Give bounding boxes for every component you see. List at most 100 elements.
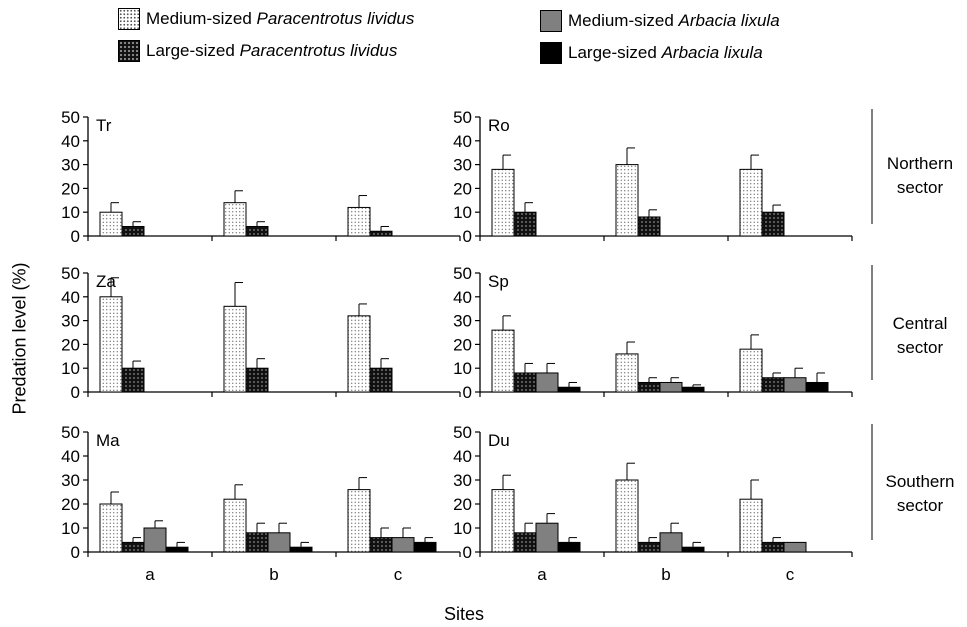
- legend-prefix: Medium-sized: [568, 11, 674, 30]
- bar-medium-paracentrotus: [99, 296, 123, 393]
- y-tick-label: 50: [453, 264, 472, 283]
- bar-medium-arbacia: [535, 372, 559, 393]
- y-tick-label: 10: [453, 359, 472, 378]
- panel-label: Sp: [488, 272, 509, 291]
- bar-large-arbacia: [805, 381, 829, 393]
- x-tick-label: b: [661, 565, 670, 584]
- panel-label: Ro: [488, 116, 510, 135]
- bar-large-paracentrotus: [513, 532, 537, 553]
- bar-large-paracentrotus: [761, 541, 785, 553]
- bar-large-paracentrotus: [637, 216, 661, 237]
- sector-label-northern: Northern sector: [872, 152, 967, 200]
- y-tick-label: 0: [463, 543, 472, 562]
- bar-large-paracentrotus: [369, 367, 393, 393]
- y-tick-label: 10: [453, 519, 472, 538]
- legend-swatch-large-arbacia: [540, 42, 562, 64]
- bar-medium-paracentrotus: [347, 206, 371, 237]
- y-tick-label: 30: [61, 156, 80, 175]
- x-tick-label: a: [537, 565, 547, 584]
- bar-medium-paracentrotus: [491, 489, 515, 553]
- bar-large-arbacia: [165, 546, 189, 553]
- legend-prefix: Large-sized: [568, 43, 657, 62]
- y-tick-label: 30: [453, 156, 472, 175]
- legend-species: Paracentrotus lividus: [256, 9, 415, 28]
- y-tick-label: 10: [61, 519, 80, 538]
- bar-medium-paracentrotus: [615, 479, 639, 553]
- bar-medium-arbacia: [267, 532, 291, 553]
- y-tick-label: 20: [453, 179, 472, 198]
- bar-large-paracentrotus: [513, 372, 537, 393]
- bar-large-paracentrotus: [245, 225, 269, 237]
- bar-large-paracentrotus: [761, 377, 785, 393]
- bar-large-paracentrotus: [513, 211, 537, 237]
- panel-label: Ma: [96, 431, 120, 450]
- y-tick-label: 10: [453, 203, 472, 222]
- x-tick-label: c: [394, 565, 403, 584]
- y-tick-label: 0: [71, 543, 80, 562]
- plot-layer: 0 10 20 30 40 50 Tr 0 10 20 30 40 50 Ro 0 10 20 30 40 50 Za 0…: [61, 108, 873, 584]
- sector-label-line: sector: [896, 338, 944, 357]
- bar-large-arbacia: [289, 546, 313, 553]
- y-tick-label: 40: [453, 447, 472, 466]
- y-tick-label: 0: [71, 383, 80, 402]
- bar-medium-arbacia: [783, 541, 807, 553]
- bar-medium-paracentrotus: [491, 168, 515, 237]
- bar-medium-paracentrotus: [491, 329, 515, 393]
- y-tick-label: 50: [453, 108, 472, 127]
- legend-swatch-medium-paracentrotus: [118, 8, 140, 30]
- y-tick-label: 20: [61, 335, 80, 354]
- legend-item-large-paracentrotus: Large-sized Paracentrotus lividus: [118, 40, 397, 62]
- bar-medium-arbacia: [659, 381, 683, 393]
- sector-label-line: sector: [896, 496, 944, 515]
- y-tick-label: 20: [453, 335, 472, 354]
- bar-large-arbacia: [413, 541, 437, 553]
- x-tick-label: a: [145, 565, 155, 584]
- y-tick-label: 20: [61, 495, 80, 514]
- y-tick-label: 0: [71, 227, 80, 246]
- bar-medium-arbacia: [143, 527, 167, 553]
- bar-large-paracentrotus: [121, 367, 145, 393]
- bar-medium-paracentrotus: [739, 498, 763, 553]
- bar-large-arbacia: [557, 541, 581, 553]
- legend-prefix: Medium-sized: [146, 9, 252, 28]
- y-tick-label: 0: [463, 227, 472, 246]
- legend-prefix: Large-sized: [146, 41, 235, 60]
- legend-species: Paracentrotus lividus: [239, 41, 398, 60]
- legend-swatch-large-paracentrotus: [118, 40, 140, 62]
- bar-large-paracentrotus: [245, 532, 269, 553]
- bar-large-paracentrotus: [761, 211, 785, 237]
- bar-medium-arbacia: [659, 532, 683, 553]
- bar-medium-paracentrotus: [347, 489, 371, 553]
- bar-medium-arbacia: [783, 377, 807, 393]
- bar-large-arbacia: [681, 386, 705, 393]
- sector-label-line: Northern: [886, 154, 954, 173]
- y-tick-label: 40: [61, 447, 80, 466]
- bar-large-paracentrotus: [637, 381, 661, 393]
- sector-label-line: Central: [892, 314, 948, 333]
- panel-label: Tr: [96, 116, 112, 135]
- y-tick-label: 40: [453, 288, 472, 307]
- y-tick-label: 20: [453, 495, 472, 514]
- legend-species: Arbacia lixula: [661, 43, 763, 62]
- bar-medium-paracentrotus: [347, 315, 371, 393]
- panel-label: Za: [96, 272, 116, 291]
- y-tick-label: 30: [453, 471, 472, 490]
- bar-large-paracentrotus: [121, 541, 145, 553]
- bar-medium-paracentrotus: [223, 498, 247, 553]
- y-tick-label: 50: [61, 264, 80, 283]
- bar-medium-paracentrotus: [739, 348, 763, 393]
- y-tick-label: 40: [61, 288, 80, 307]
- bar-medium-paracentrotus: [99, 211, 123, 237]
- bar-large-paracentrotus: [369, 230, 393, 237]
- bar-medium-paracentrotus: [739, 168, 763, 237]
- bar-medium-paracentrotus: [99, 503, 123, 553]
- bar-large-paracentrotus: [637, 541, 661, 553]
- x-tick-label: c: [786, 565, 795, 584]
- sector-label-line: sector: [896, 178, 944, 197]
- legend-item-medium-arbacia: Medium-sized Arbacia lixula: [540, 10, 780, 32]
- bar-medium-paracentrotus: [223, 202, 247, 237]
- y-tick-label: 0: [463, 383, 472, 402]
- bar-large-paracentrotus: [245, 367, 269, 393]
- y-tick-label: 40: [61, 132, 80, 151]
- y-tick-label: 30: [61, 471, 80, 490]
